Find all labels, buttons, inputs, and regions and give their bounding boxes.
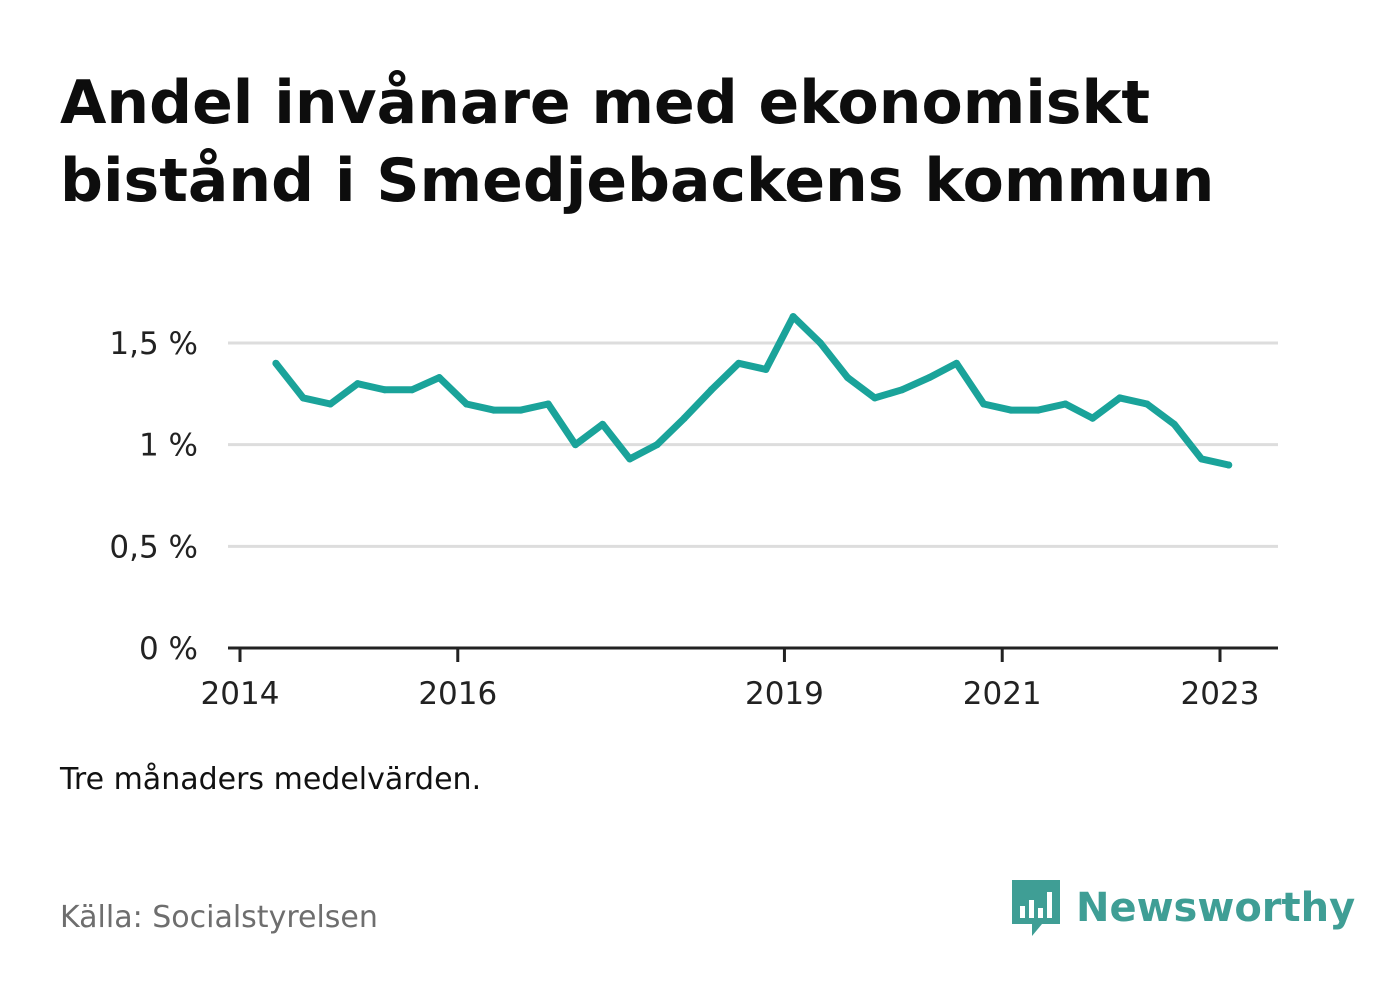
y-axis-ticks: 0 % 0,5 % 1 % 1,5 % xyxy=(109,326,198,667)
data-point xyxy=(354,380,362,388)
data-point xyxy=(544,400,552,408)
data-point xyxy=(1143,400,1151,408)
data-point xyxy=(1007,406,1015,414)
y-tick-label: 0 % xyxy=(139,631,198,667)
chart-note: Tre månaders medelvärden. xyxy=(60,762,482,797)
x-tick-label: 2014 xyxy=(201,676,280,712)
data-point xyxy=(1225,461,1233,469)
data-point xyxy=(408,386,416,394)
x-tick-label: 2023 xyxy=(1181,676,1260,712)
data-point xyxy=(844,374,852,382)
data-point xyxy=(1116,394,1124,402)
data-point xyxy=(680,414,688,422)
x-tick-label: 2021 xyxy=(963,676,1042,712)
data-point xyxy=(789,313,797,321)
data-point xyxy=(299,394,307,402)
y-tick-label: 1,5 % xyxy=(109,326,198,362)
data-point xyxy=(626,455,634,463)
data-point xyxy=(517,406,525,414)
data-point xyxy=(1170,420,1178,428)
data-point xyxy=(1034,406,1042,414)
data-point xyxy=(435,374,443,382)
x-tick-label: 2016 xyxy=(418,676,497,712)
data-point xyxy=(735,359,743,367)
data-point xyxy=(898,386,906,394)
data-point xyxy=(1061,400,1069,408)
brand-name: Newsworthy xyxy=(1076,885,1356,931)
y-tick-label: 1 % xyxy=(139,428,198,464)
brand-logo-group: Newsworthy xyxy=(1010,878,1355,938)
x-tick-label: 2019 xyxy=(745,676,824,712)
data-point xyxy=(462,400,470,408)
data-point xyxy=(980,400,988,408)
data-point xyxy=(707,386,715,394)
data-point xyxy=(1197,455,1205,463)
data-point xyxy=(871,394,879,402)
data-point xyxy=(952,359,960,367)
grid-lines xyxy=(228,341,1278,548)
series-line xyxy=(272,313,1233,469)
chart-title: Andel invånare med ekonomiskt bistånd i … xyxy=(60,68,1215,216)
source-text: Källa: Socialstyrelsen xyxy=(60,900,378,935)
data-point xyxy=(571,441,579,449)
y-tick-label: 0,5 % xyxy=(109,529,198,565)
bar-chart-speech-bubble-icon xyxy=(1012,880,1060,936)
data-point xyxy=(326,400,334,408)
data-point xyxy=(599,420,607,428)
data-point xyxy=(272,359,280,367)
data-point xyxy=(925,374,933,382)
data-point xyxy=(490,406,498,414)
data-point xyxy=(762,365,770,373)
data-point xyxy=(381,386,389,394)
series-points xyxy=(272,313,1233,469)
data-point xyxy=(1089,414,1097,422)
data-point xyxy=(653,441,661,449)
data-point xyxy=(816,339,824,347)
x-axis-ticks: 2014 2016 2019 2021 2023 xyxy=(201,648,1260,712)
